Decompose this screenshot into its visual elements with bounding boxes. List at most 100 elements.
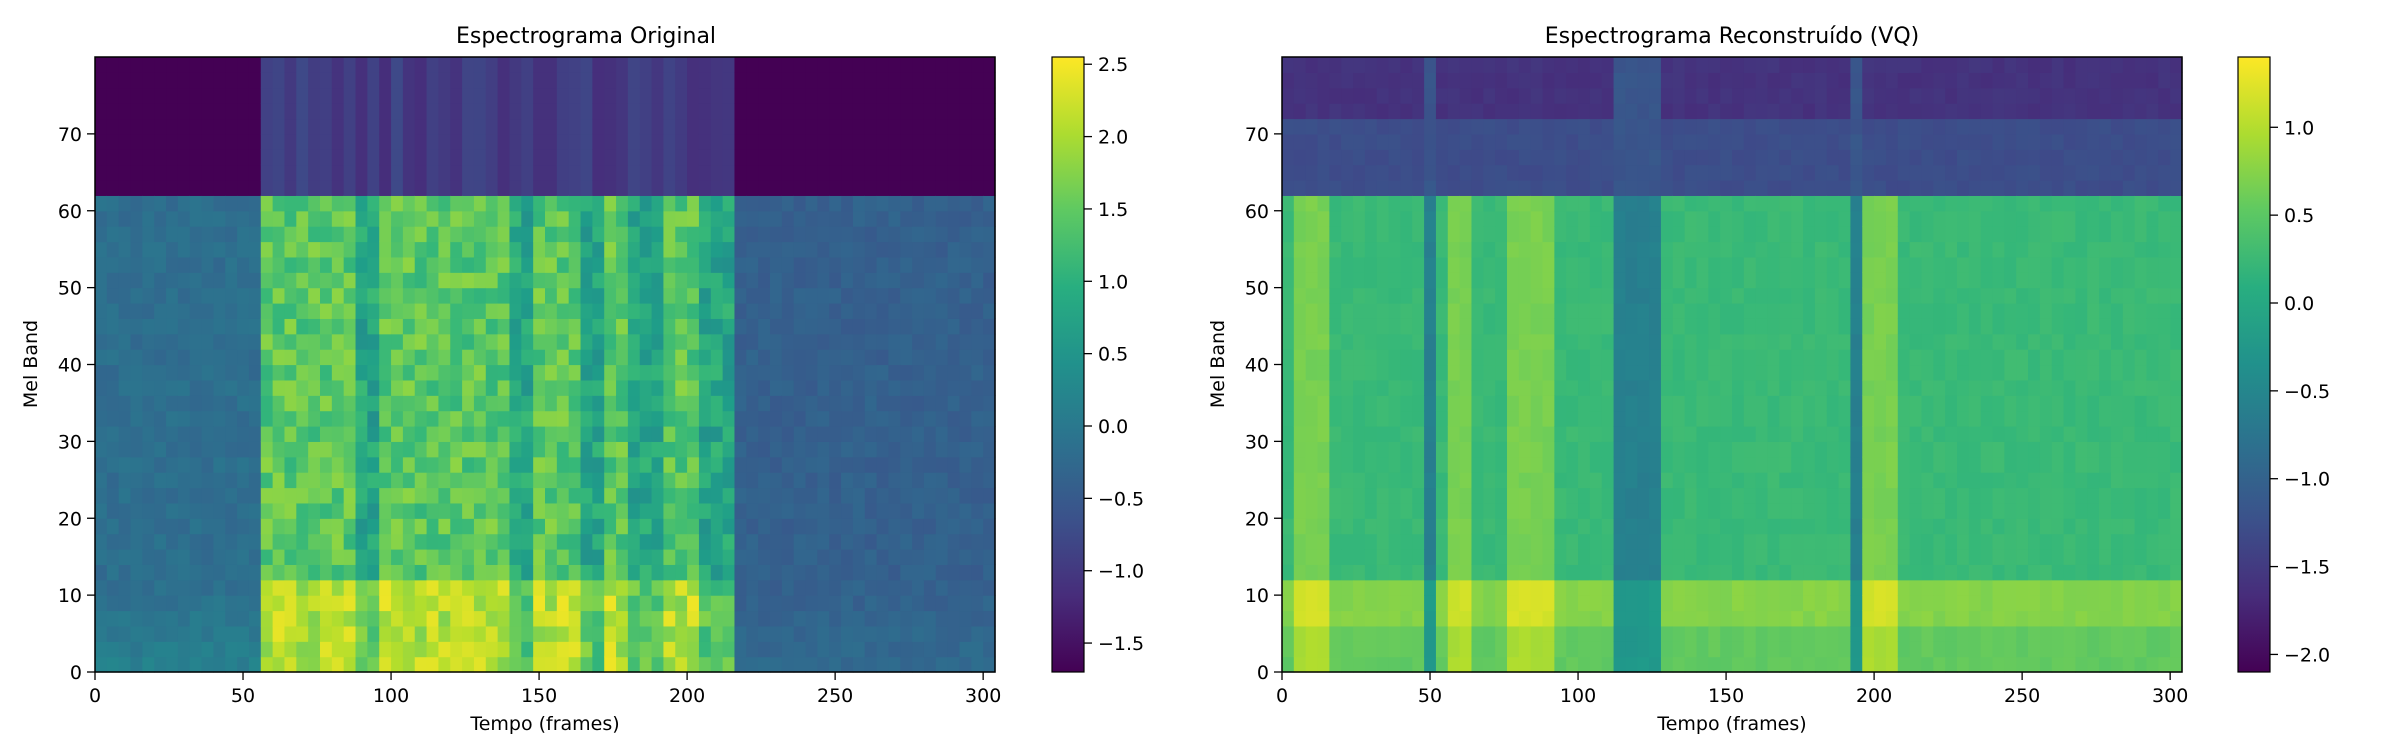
- heatmap-cell: [853, 288, 865, 304]
- heatmap-cell: [1661, 103, 1673, 119]
- heatmap-cell: [652, 626, 664, 642]
- heatmap-cell: [806, 472, 818, 488]
- heatmap-cell: [983, 365, 995, 381]
- heatmap-cell: [131, 503, 143, 519]
- heatmap-cell: [841, 149, 853, 165]
- heatmap-cell: [569, 626, 581, 642]
- heatmap-cell: [403, 257, 415, 273]
- heatmap-cell: [427, 211, 439, 227]
- heatmap-cell: [1791, 426, 1803, 442]
- heatmap-cell: [652, 426, 664, 442]
- heatmap-cell: [154, 395, 166, 411]
- heatmap-cell: [533, 180, 545, 196]
- heatmap-cell: [782, 426, 794, 442]
- heatmap-cell: [616, 318, 628, 334]
- heatmap-cell: [1590, 226, 1602, 242]
- heatmap-cell: [202, 257, 214, 273]
- heatmap-cell: [1744, 88, 1756, 104]
- heatmap-cell: [1483, 119, 1495, 135]
- heatmap-cell: [640, 288, 652, 304]
- heatmap-cell: [438, 657, 450, 673]
- heatmap-cell: [344, 134, 356, 150]
- heatmap-cell: [900, 195, 912, 211]
- heatmap-cell: [1637, 165, 1649, 181]
- heatmap-cell: [1744, 411, 1756, 427]
- heatmap-cell: [1720, 195, 1732, 211]
- heatmap-cell: [1590, 257, 1602, 273]
- heatmap-cell: [1756, 57, 1768, 73]
- heatmap-cell: [711, 303, 723, 319]
- heatmap-cell: [604, 119, 616, 135]
- heatmap-cell: [723, 564, 735, 580]
- heatmap-cell: [971, 564, 983, 580]
- heatmap-cell: [1566, 611, 1578, 627]
- heatmap-cell: [1732, 657, 1744, 673]
- heatmap-cell: [1306, 195, 1318, 211]
- heatmap-cell: [1554, 103, 1566, 119]
- heatmap-cell: [1602, 180, 1614, 196]
- heatmap-cell: [1329, 580, 1341, 596]
- heatmap-cell: [1389, 303, 1401, 319]
- heatmap-cell: [628, 242, 640, 258]
- heatmap-cell: [1412, 88, 1424, 104]
- heatmap-cell: [498, 195, 510, 211]
- heatmap-cell: [261, 441, 273, 457]
- heatmap-cell: [936, 472, 948, 488]
- heatmap-cell: [1649, 242, 1661, 258]
- heatmap-cell: [1543, 195, 1555, 211]
- heatmap-cell: [1306, 564, 1318, 580]
- heatmap-cell: [1329, 134, 1341, 150]
- heatmap-cell: [1602, 488, 1614, 504]
- heatmap-cell: [202, 441, 214, 457]
- heatmap-cell: [1448, 549, 1460, 565]
- heatmap-cell: [817, 180, 829, 196]
- heatmap-cell: [249, 395, 261, 411]
- heatmap-cell: [332, 611, 344, 627]
- heatmap-cell: [1531, 380, 1543, 396]
- heatmap-cell: [1531, 549, 1543, 565]
- heatmap-cell: [1495, 457, 1507, 473]
- y-tick-label: 20: [58, 508, 82, 530]
- heatmap-cell: [1377, 518, 1389, 534]
- heatmap-cell: [1448, 272, 1460, 288]
- heatmap-cell: [1602, 595, 1614, 611]
- heatmap-cell: [1353, 534, 1365, 550]
- heatmap-cell: [675, 272, 687, 288]
- heatmap-cell: [936, 334, 948, 350]
- heatmap-cell: [1720, 318, 1732, 334]
- heatmap-cell: [498, 165, 510, 181]
- heatmap-cell: [1400, 641, 1412, 657]
- heatmap-cell: [616, 119, 628, 135]
- heatmap-cell: [1815, 564, 1827, 580]
- heatmap-cell: [1791, 195, 1803, 211]
- heatmap-cell: [498, 88, 510, 104]
- heatmap-cell: [367, 641, 379, 657]
- heatmap-cell: [1365, 349, 1377, 365]
- heatmap-cell: [213, 57, 225, 73]
- heatmap-cell: [1744, 534, 1756, 550]
- heatmap-cell: [1590, 195, 1602, 211]
- heatmap-cell: [438, 303, 450, 319]
- heatmap-cell: [379, 211, 391, 227]
- heatmap-cell: [806, 411, 818, 427]
- heatmap-cell: [273, 180, 285, 196]
- heatmap-cell: [1614, 72, 1626, 88]
- heatmap-cell: [1329, 611, 1341, 627]
- heatmap-cell: [1554, 365, 1566, 381]
- heatmap-cell: [1495, 595, 1507, 611]
- heatmap-cell: [1815, 549, 1827, 565]
- heatmap-cell: [332, 441, 344, 457]
- heatmap-cell: [415, 411, 427, 427]
- heatmap-cell: [1649, 211, 1661, 227]
- heatmap-cell: [557, 119, 569, 135]
- heatmap-cell: [1756, 303, 1768, 319]
- heatmap-cell: [1531, 119, 1543, 135]
- heatmap-cell: [1365, 257, 1377, 273]
- heatmap-cell: [344, 88, 356, 104]
- heatmap-cell: [1400, 426, 1412, 442]
- heatmap-cell: [663, 134, 675, 150]
- heatmap-cell: [1649, 103, 1661, 119]
- heatmap-cell: [1649, 88, 1661, 104]
- heatmap-cell: [1329, 380, 1341, 396]
- heatmap-cell: [107, 457, 119, 473]
